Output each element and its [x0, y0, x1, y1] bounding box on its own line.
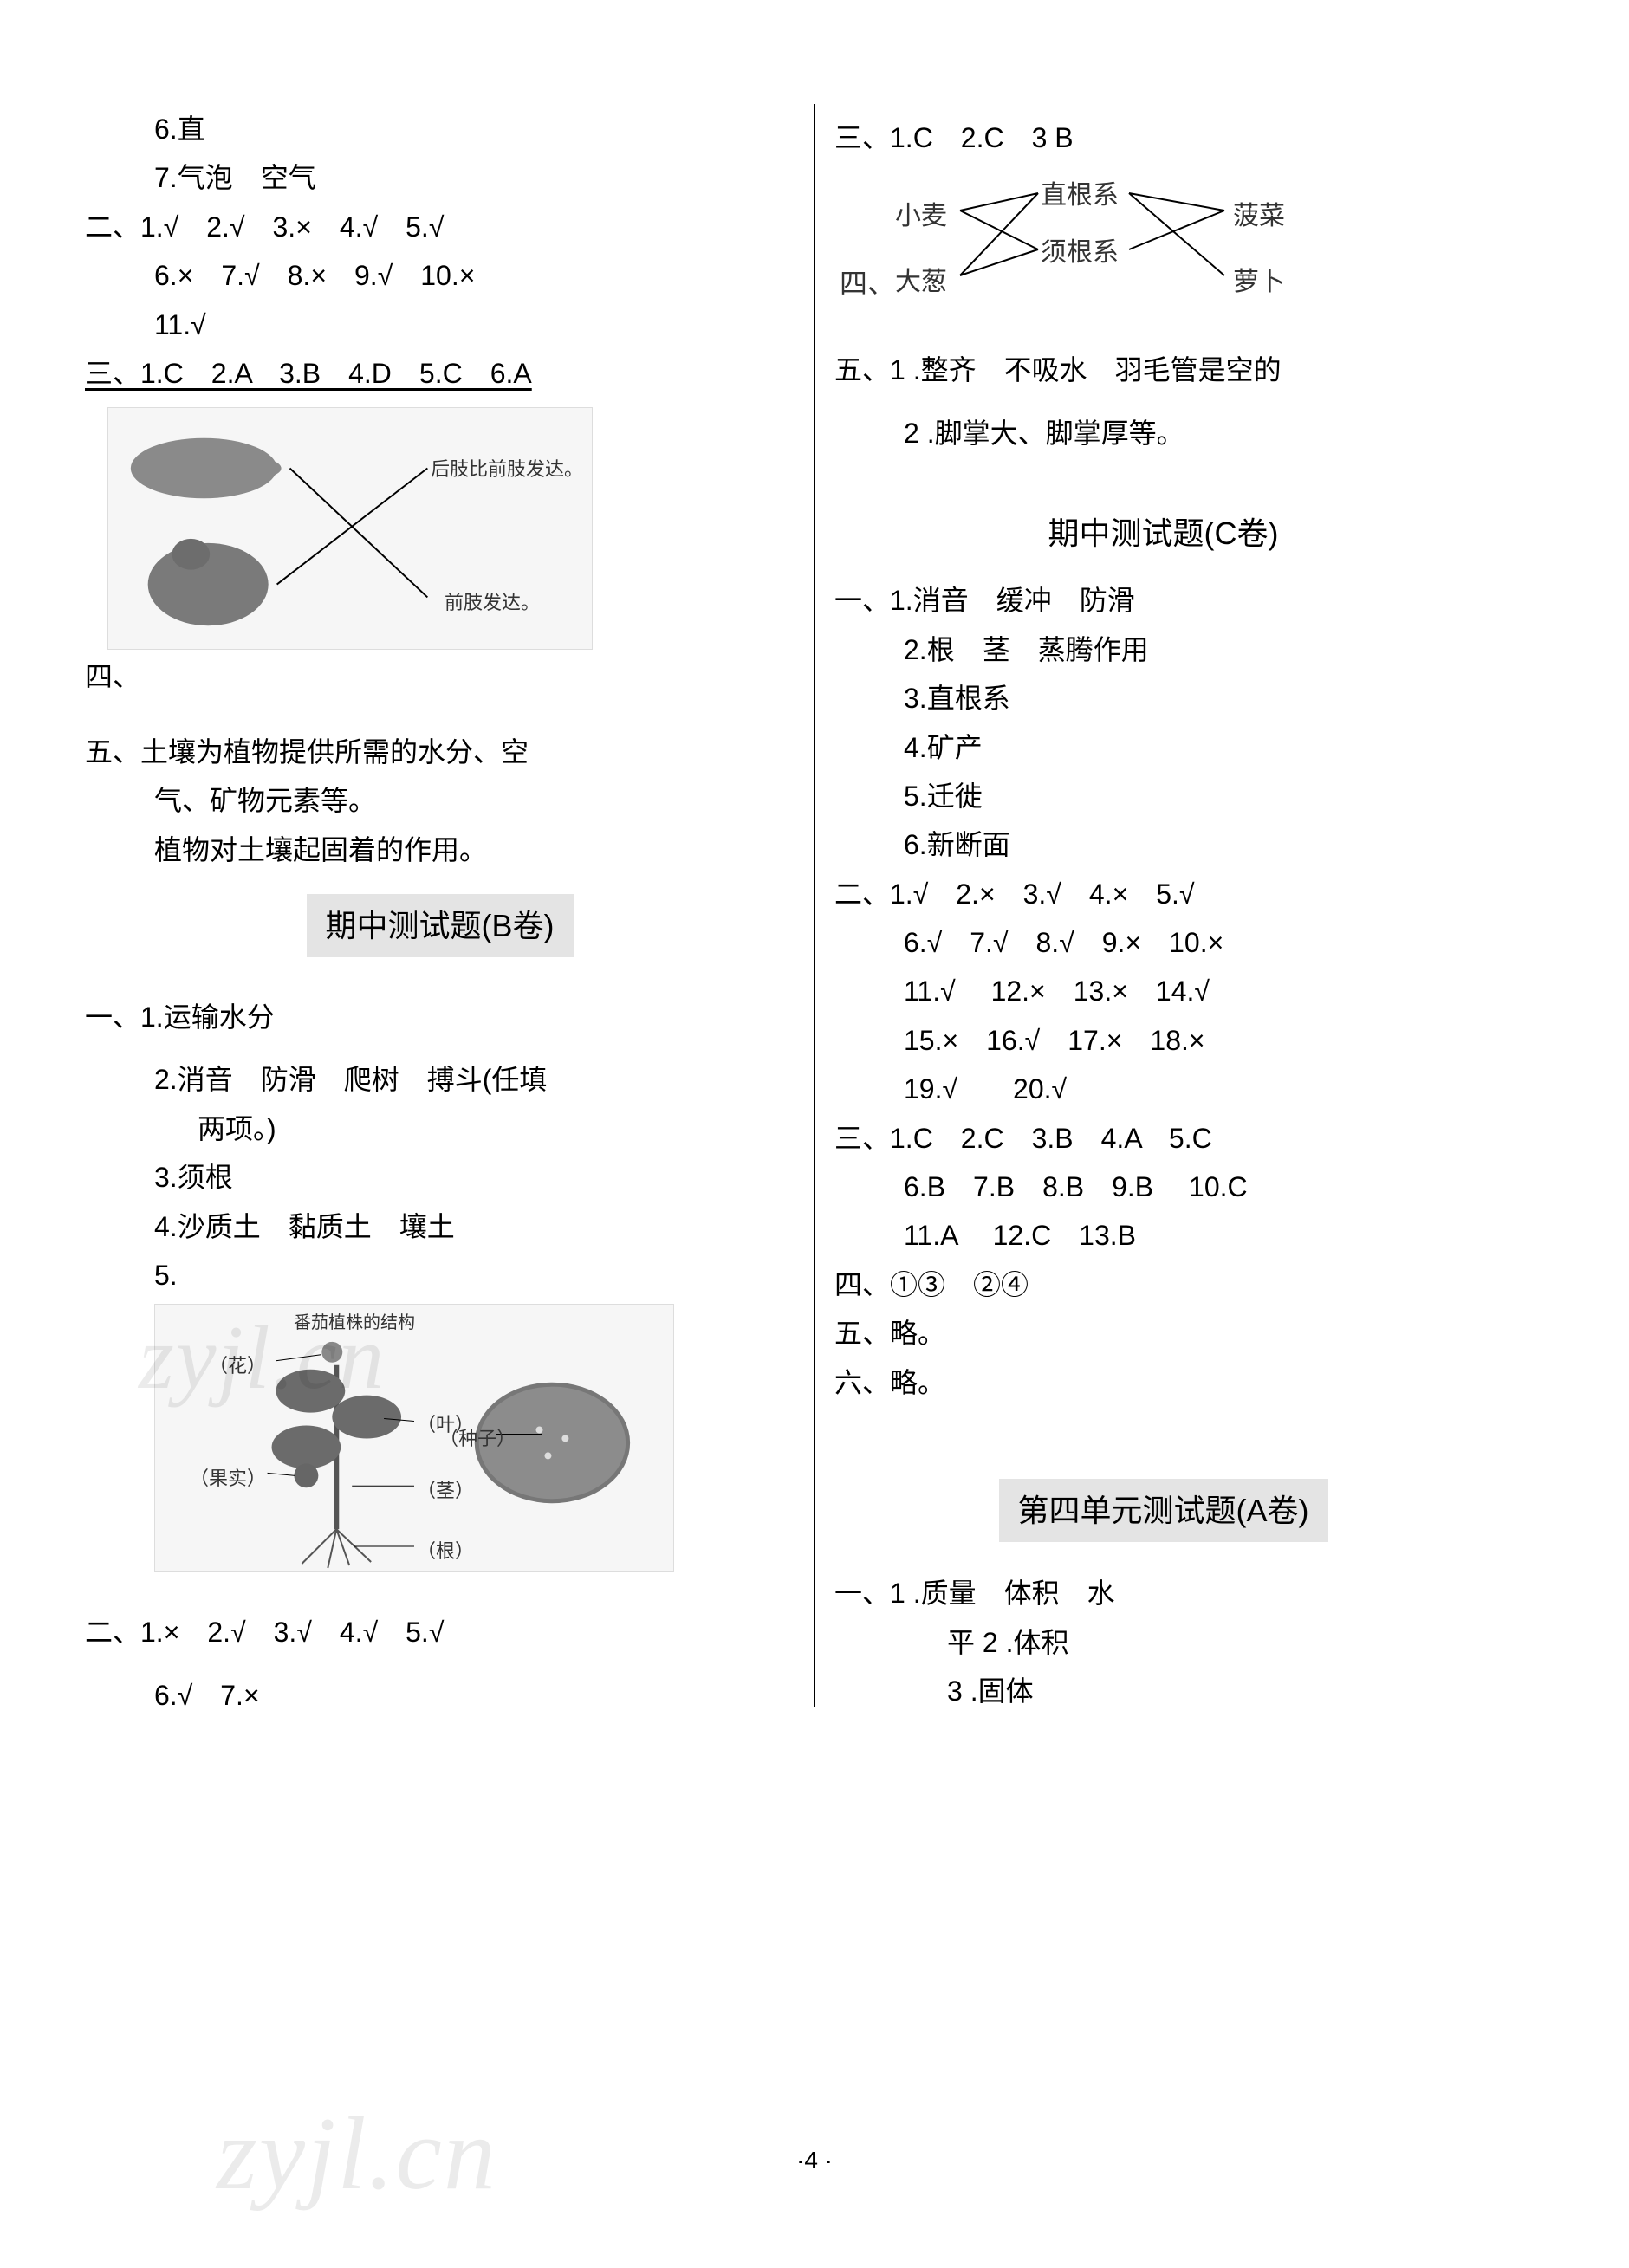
text-line: 3.须根 — [85, 1154, 795, 1201]
text-line: 4.沙质土 黏质土 壤土 — [85, 1203, 795, 1250]
text-line: 三、1.C 2.C 3.B 4.A 5.C — [834, 1115, 1544, 1162]
text-line: 五、略。 — [834, 1310, 1544, 1357]
root-matching-diagram: 小麦 大葱 直根系 须根系 菠菜 萝卜 四、 — [852, 163, 1337, 327]
title-wrap: 期中测试题(C卷) — [834, 483, 1544, 575]
text-line: 11.√ 12.× 13.× 14.√ — [834, 968, 1544, 1014]
text-line: 一、1.消音 缓冲 防滑 — [834, 577, 1544, 624]
text-line: 6.直 — [85, 106, 795, 152]
text-line: 11.√ — [85, 301, 795, 348]
text-line: 4.矿产 — [834, 724, 1544, 771]
text-line: 19.√ 20.√ — [834, 1066, 1544, 1112]
diagram-caption: 番茄植株的结构 — [294, 1308, 415, 1338]
section-heading-u4: 第四单元测试题(A卷) — [999, 1479, 1328, 1542]
text-line: 二、1.√ 2.× 3.√ 4.× 5.√ — [834, 871, 1544, 917]
text-line: 5. — [85, 1252, 795, 1299]
text-line: 五、1 .整齐 不吸水 羽毛管是空的 — [834, 347, 1544, 393]
text-line: 三、1.C 2.A 3.B 4.D 5.C 6.A — [85, 350, 795, 397]
section-heading-b: 期中测试题(B卷) — [307, 894, 574, 957]
diagram-label: 前肢发达。 — [445, 586, 540, 619]
text-line: 六、略。 — [834, 1359, 1544, 1406]
text-line: 两项。) — [85, 1105, 795, 1152]
text-line: 11.A 12.C 13.B — [834, 1212, 1544, 1259]
diagram-label: （种子） — [439, 1422, 516, 1455]
title-wrap: 期中测试题(B卷) — [85, 875, 795, 968]
page-root: 6.直 7.气泡 空气 二、1.√ 2.√ 3.× 4.√ 5.√ 6.× 7.… — [0, 0, 1629, 2164]
text-line: 四、 — [85, 653, 795, 700]
diagram-label: 小麦 — [895, 194, 947, 238]
diagram-label: 须根系 — [1041, 230, 1119, 275]
title-wrap: 第四单元测试题(A卷) — [834, 1460, 1544, 1552]
text-line: 平 2 .体积 — [834, 1619, 1544, 1666]
text-line: 6.√ 7.× — [85, 1672, 795, 1719]
text-line: 一、1 .质量 体积 水 — [834, 1570, 1544, 1617]
left-column: 6.直 7.气泡 空气 二、1.√ 2.√ 3.× 4.√ 5.√ 6.× 7.… — [69, 104, 810, 2112]
text-line: 二、1.√ 2.√ 3.× 4.√ 5.√ — [85, 204, 795, 250]
text-line: 6.× 7.√ 8.× 9.√ 10.× — [85, 252, 795, 299]
section-heading-c: 期中测试题(C卷) — [1029, 502, 1298, 565]
text-line: 15.× 16.√ 17.× 18.× — [834, 1017, 1544, 1064]
text-line: 3.直根系 — [834, 675, 1544, 722]
text-line: 3 .固体 — [834, 1668, 1544, 1714]
text-line: 6.√ 7.√ 8.√ 9.× 10.× — [834, 919, 1544, 966]
diagram-label: （茎） — [417, 1474, 474, 1507]
text-line: 五、土壤为植物提供所需的水分、空 — [85, 729, 795, 775]
text-line: 四、①③ ②④ — [834, 1261, 1544, 1308]
text-line: 2.根 茎 蒸腾作用 — [834, 626, 1544, 673]
text-line: 一、1.运输水分 — [85, 994, 795, 1040]
text-line: 二、1.× 2.√ 3.√ 4.√ 5.√ — [85, 1609, 795, 1656]
diagram-label: 后肢比前肢发达。 — [431, 453, 583, 485]
text-line: 2.消音 防滑 爬树 搏斗(任填 — [85, 1056, 795, 1103]
diagram-label: 大葱 — [895, 260, 947, 304]
text-line: 6.新断面 — [834, 821, 1544, 868]
matching-diagram-animals: 后肢比前肢发达。 前肢发达。 — [107, 407, 593, 650]
column-divider — [814, 104, 815, 1707]
text-line: 植物对土壤起固着的作用。 — [85, 826, 795, 873]
plant-svg — [155, 1305, 673, 1572]
text-line: 7.气泡 空气 — [85, 154, 795, 201]
diagram-label: （花） — [209, 1350, 266, 1382]
diagram-label: 菠菜 — [1233, 194, 1285, 238]
page-number: ·4 · — [0, 2140, 1629, 2181]
diagram-label: 直根系 — [1041, 173, 1119, 217]
text-line: 气、矿物元素等。 — [85, 777, 795, 824]
text-line: 三、1.C 2.C 3 B — [834, 114, 1544, 161]
text-line: 5.迁徙 — [834, 773, 1544, 820]
right-column: 三、1.C 2.C 3 B 小麦 大葱 直根系 须根系 菠菜 萝卜 四、 五、1… — [819, 104, 1560, 2112]
diagram-label: 萝卜 — [1233, 260, 1285, 304]
text-line: 6.B 7.B 8.B 9.B 10.C — [834, 1163, 1544, 1210]
plant-diagram: 番茄植株的结构 （花） （果实） （叶） （茎） （根） （种子） — [154, 1304, 674, 1572]
text-line: 2 .脚掌大、脚掌厚等。 — [834, 410, 1544, 457]
text-line: 四、 — [840, 260, 895, 307]
diagram-label: （果实） — [190, 1462, 266, 1494]
diagram-label: （根） — [417, 1535, 474, 1567]
